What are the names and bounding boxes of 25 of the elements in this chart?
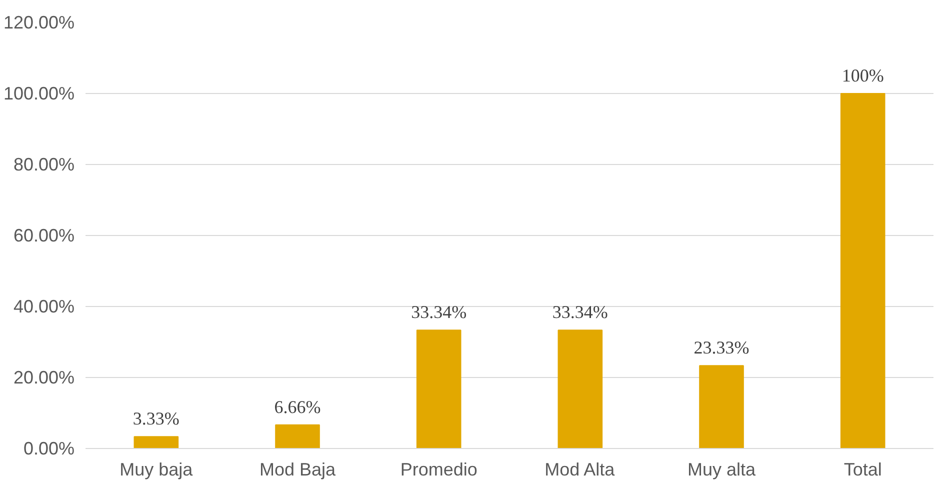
y-tick-label: 40.00% <box>13 296 75 316</box>
data-label: 33.34% <box>411 302 467 322</box>
data-label: 23.33% <box>694 338 750 358</box>
bar <box>416 330 462 448</box>
bar <box>275 424 320 448</box>
x-tick-label: Muy baja <box>120 460 194 480</box>
x-tick-label: Mod Alta <box>544 460 616 480</box>
bar <box>558 330 603 448</box>
y-tick-label: 100.00% <box>3 84 75 104</box>
data-label: 100% <box>842 66 884 86</box>
x-tick-label: Mod Baja <box>259 460 337 480</box>
bar <box>840 93 886 448</box>
y-tick-label: 20.00% <box>13 368 75 388</box>
bar <box>134 436 179 448</box>
y-tick-label: 0.00% <box>23 438 75 458</box>
y-tick-label: 60.00% <box>13 226 75 246</box>
y-tick-label: 80.00% <box>13 154 75 174</box>
x-tick-label: Promedio <box>400 460 478 480</box>
data-label: 3.33% <box>132 408 180 429</box>
x-tick-label: Muy alta <box>687 460 757 480</box>
y-tick-label: 120.00% <box>3 12 75 32</box>
data-label: 33.34% <box>552 302 608 322</box>
data-label: 6.66% <box>274 396 321 417</box>
x-tick-label: Total <box>844 460 882 480</box>
bar <box>699 365 744 448</box>
